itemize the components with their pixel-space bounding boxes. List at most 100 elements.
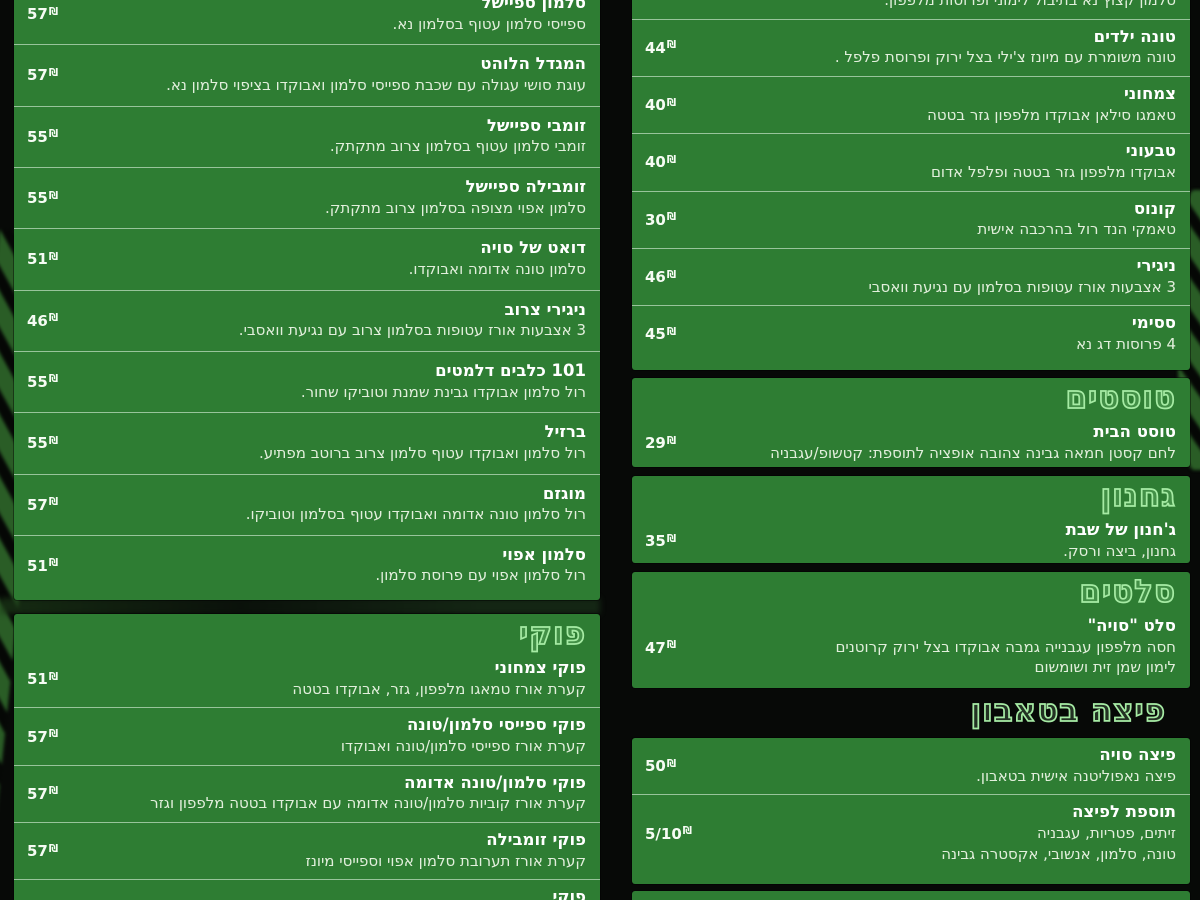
item-price: 51₪: [27, 556, 59, 575]
section-header-toasts: טוסטים: [1065, 380, 1176, 416]
shekel-symbol: ₪: [666, 640, 677, 652]
item-title: פוקי ספייסי סלמון/טונה: [406, 715, 586, 735]
shekel-symbol: ₪: [666, 97, 677, 109]
section-header-salads: סלטים: [1079, 574, 1176, 610]
menu-item: קונוס טאמקי הנד רול בהרכבה אישית 30₪: [632, 190, 1190, 248]
item-description-line2: טונה, סלמון, אנשובי, אקסטרה גבינה: [941, 844, 1176, 863]
menu-item: המגדל הלוהט עוגת סושי עגולה עם שכבת ספיי…: [14, 44, 600, 105]
item-price: 55₪: [27, 127, 59, 146]
menu-item: טוסט הבית לחם קסטן חמאה גבינה צהובה אופצ…: [632, 415, 1190, 467]
item-description: טאמקי הנד רול בהרכבה אישית: [977, 220, 1176, 239]
shekel-symbol: ₪: [48, 129, 59, 141]
shekel-symbol: ₪: [666, 326, 677, 338]
item-title: קונוס: [1133, 198, 1176, 218]
item-title: ג'חנון של שבת: [1065, 520, 1176, 540]
menu-item: סלט "סויה" חסה מלפפון עגבנייה גמבה אבוקד…: [632, 609, 1190, 686]
shekel-symbol: ₪: [48, 671, 59, 683]
item-title: סלט "סויה": [1087, 616, 1176, 636]
item-price: 57₪: [27, 727, 59, 746]
menu-item: ברזיל רול סלמון ואבוקדו עטוף סלמון צרוב …: [14, 412, 600, 473]
menu-item: פוקי צמחוני קערת אורז טמאגו מלפפון, גזר,…: [14, 651, 600, 707]
item-description: גחנון, ביצה ורסק.: [1063, 541, 1176, 560]
item-description: זומבי סלמון עטוף בסלמון צרוב מתקתק.: [329, 137, 586, 156]
shekel-symbol: ₪: [666, 758, 677, 770]
shekel-symbol: ₪: [666, 154, 677, 166]
item-description: אבוקדו מלפפון גזר בטטה ופלפל אדום: [930, 162, 1176, 181]
item-title: זומבי ספיישל: [486, 115, 586, 135]
menu-item: זומבילה ספיישל סלמון אפוי מצופה בסלמון צ…: [14, 166, 600, 228]
item-price: 45₪: [645, 325, 677, 344]
menu-item: פוקי ספייסי סלמון/טונה קערת אורז ספייסי …: [14, 707, 600, 764]
item-description: טאמגו סילאן אבוקדו מלפפון גזר בטטה: [927, 105, 1176, 124]
menu-item: זומבי ספיישל זומבי סלמון עטוף בסלמון צרו…: [14, 105, 600, 167]
item-description: זיתים, פטריות, עגבניה: [1036, 823, 1176, 842]
item-description: 3 אצבעות אורז עטופות בסלמון צרוב עם נגיע…: [238, 321, 586, 340]
menu-item: סלמון ספיישל ספייסי סלמון עטוף בסלמון נא…: [14, 0, 600, 44]
shekel-symbol: ₪: [48, 251, 59, 263]
item-title: פוקי זומבילה: [486, 830, 586, 850]
item-description: טונה משומרת עם מיונז צ'ילי בצל ירוק ופרו…: [834, 48, 1176, 67]
shekel-symbol: ₪: [48, 313, 59, 325]
item-price: 35₪: [645, 532, 677, 551]
menu-item: ג'חנון של שבת גחנון, ביצה ורסק. 35₪: [632, 513, 1190, 563]
shekel-symbol: ₪: [48, 190, 59, 202]
item-title: טבעוני: [1125, 141, 1176, 161]
item-price: 44₪: [645, 38, 677, 57]
panel-poke: פוקי פוקי צמחוני קערת אורז טמאגו מלפפון,…: [14, 614, 600, 900]
panel-jachnun: גחנון ג'חנון של שבת גחנון, ביצה ורסק. 35…: [632, 476, 1190, 563]
shekel-symbol: ₪: [48, 435, 59, 447]
shekel-symbol: ₪: [48, 728, 59, 740]
item-title: מוגזם: [542, 483, 586, 503]
section-header-jachnun: גחנון: [1100, 478, 1176, 514]
item-title: פיצה סויה: [1099, 745, 1176, 764]
shekel-symbol: ₪: [48, 786, 59, 798]
item-title: פוקי סלמון/טונה אדומה: [404, 772, 586, 792]
item-description: רול סלמון ואבוקדו עטוף סלמון צרוב ברוטב …: [259, 443, 586, 462]
item-price: 51₪: [27, 670, 59, 689]
menu-item: פוקי זומבילה קערת אורז תערובת סלמון אפוי…: [14, 822, 600, 879]
item-description: 3 אצבעות אורז עטופות בסלמון עם נגיעת ווא…: [868, 277, 1176, 296]
menu-item: פיצה סויה פיצה נאפוליטנה אישית בטאבון. 5…: [632, 738, 1190, 794]
shekel-symbol: ₪: [666, 435, 677, 447]
menu-item: 101 כלבים דלמטים רול סלמון אבוקדו גבינת …: [14, 350, 600, 412]
item-price: 47₪: [645, 638, 677, 657]
item-price: 57₪: [27, 784, 59, 803]
item-title: סלמון ספיישל: [481, 0, 587, 12]
shekel-symbol: ₪: [666, 40, 677, 52]
shekel-symbol: ₪: [48, 843, 59, 855]
item-title: המגדל הלוהט: [480, 54, 586, 74]
panel-salads: סלטים סלט "סויה" חסה מלפפון עגבנייה גמבה…: [632, 572, 1190, 688]
item-price: 40₪: [645, 96, 677, 115]
item-price: 55₪: [27, 434, 59, 453]
menu-item: טונה ילדים טונה משומרת עם מיונז צ'ילי בצ…: [632, 18, 1190, 76]
item-price: 55₪: [27, 373, 59, 392]
item-description: סלמון קצוץ נא בתיבול לימוני ופרוסות מלפפ…: [884, 0, 1176, 9]
item-description-line2: לימון שמן זית ושומשום: [1034, 658, 1176, 677]
item-price: 55₪: [27, 189, 59, 208]
item-description: קערת אורז קוביות סלמון/טונה אדומה עם אבו…: [150, 794, 586, 813]
item-price: 50₪: [645, 757, 677, 776]
item-description: קערת אורז ספייסי סלמון/טונה ואבוקדו: [340, 737, 586, 756]
shekel-symbol: ₪: [666, 269, 677, 281]
item-price: 40₪: [645, 153, 677, 172]
menu-item: ניגירי צרוב 3 אצבעות אורז עטופות בסלמון …: [14, 289, 600, 351]
item-price: 57₪: [27, 5, 59, 24]
shekel-symbol: ₪: [48, 374, 59, 386]
menu-item: סלמון אפוי רול סלמון אפוי עם פרוסת סלמון…: [14, 534, 600, 596]
panel-partial-bottom: קינוחים: [632, 891, 1190, 900]
item-price: 46₪: [27, 311, 59, 330]
item-title: טוסט הבית: [1093, 422, 1176, 442]
shekel-symbol: ₪: [48, 67, 59, 79]
item-title: דואט של סויה: [480, 238, 586, 258]
item-description: פיצה נאפוליטנה אישית בטאבון.: [976, 766, 1176, 785]
item-description: רול סלמון אפוי עם פרוסת סלמון.: [375, 566, 586, 585]
menu-item: תוספת לפיצה זיתים, פטריות, עגבניה טונה, …: [632, 794, 1190, 872]
menu-item: דואט של סויה סלמון טונה אדומה ואבוקדו. 5…: [14, 228, 600, 289]
menu-item: ססימי 4 פרוסות דג נא 45₪: [632, 305, 1190, 362]
item-description: 4 פרוסות דג נא: [1076, 334, 1176, 353]
panel-toasts: טוסטים טוסט הבית לחם קסטן חמאה גבינה צהו…: [632, 378, 1190, 467]
section-header-poke: פוקי: [518, 616, 586, 652]
item-price: 46₪: [645, 268, 677, 287]
item-price: 57₪: [27, 66, 59, 85]
